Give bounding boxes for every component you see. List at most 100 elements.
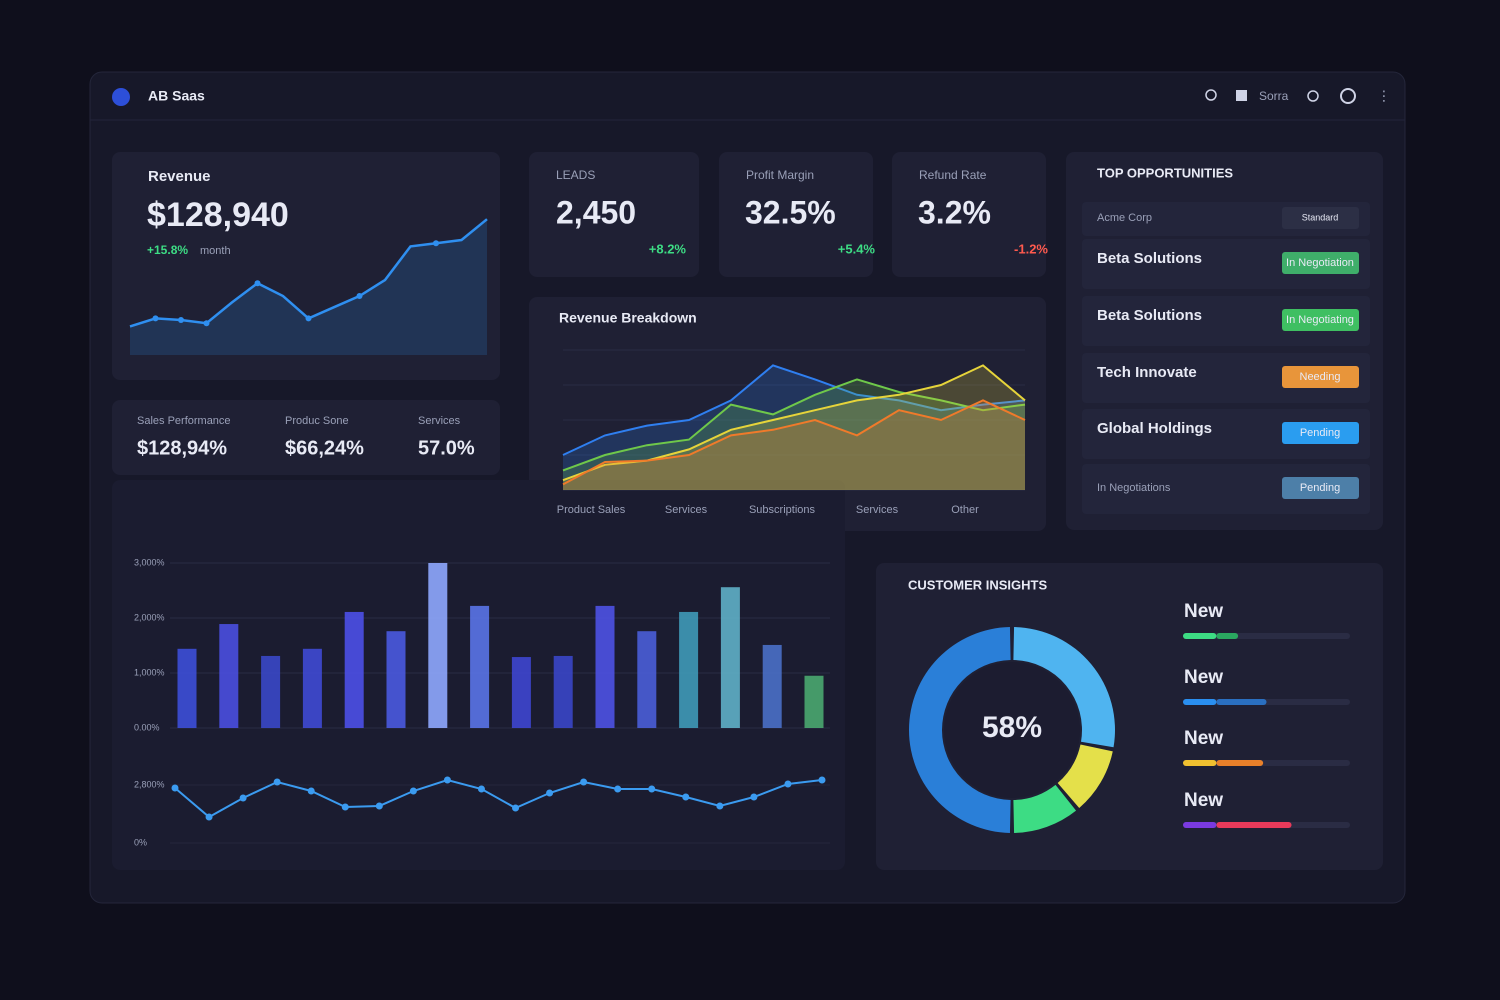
revenue-change-note: month [200, 245, 231, 257]
revenue-area [130, 219, 487, 355]
status-label: Standard [1302, 212, 1339, 222]
status-badge[interactable] [1282, 309, 1359, 331]
revenue-point [356, 293, 363, 299]
insight-label: New [1184, 667, 1223, 688]
trend-point [409, 787, 417, 795]
trend-point [716, 802, 724, 810]
bar [344, 611, 364, 728]
kpi-title: LEADS [556, 168, 595, 182]
progress-segment [1216, 699, 1267, 705]
revenue-point [305, 315, 312, 322]
menu-icon[interactable]: ⋮ [1377, 88, 1391, 104]
opportunity-name: Global Holdings [1097, 420, 1212, 437]
status-label: In Negotiation [1286, 257, 1354, 269]
x-tick-label: Services [856, 504, 899, 516]
status-label: Needing [1300, 371, 1341, 383]
sales-label: Sales Performance [137, 415, 231, 427]
opportunity-name: Beta Solutions [1097, 250, 1202, 267]
bar [804, 675, 824, 728]
bar [428, 563, 448, 728]
status-badge[interactable] [1282, 422, 1359, 444]
kpi-title: Refund Rate [919, 168, 987, 182]
kpi-title: Profit Margin [746, 168, 814, 182]
trend-point [273, 778, 281, 786]
bar [720, 587, 740, 728]
bar [261, 655, 281, 728]
kpi-card [719, 152, 873, 277]
breakdown-area [563, 365, 1025, 490]
sales-value: 57.0% [418, 437, 475, 459]
card-title: Revenue Breakdown [559, 310, 697, 326]
status-badge[interactable] [1282, 477, 1359, 499]
search-icon[interactable] [1307, 90, 1319, 102]
opportunity-name: Beta Solutions [1097, 307, 1202, 324]
kpi-card [892, 152, 1046, 277]
bar [553, 655, 573, 728]
y-tick-label: 0% [134, 837, 147, 847]
revenue-point [152, 315, 159, 322]
logo[interactable] [112, 88, 130, 106]
breakdown-line [562, 399, 1026, 486]
kpi-change: -1.2% [1014, 241, 1048, 256]
breakdown-area [563, 400, 1025, 490]
progress-segment [1216, 633, 1239, 639]
status-badge[interactable] [1282, 252, 1359, 274]
sales-label: Produc Sone [285, 415, 349, 427]
calendar-icon[interactable] [1236, 90, 1247, 101]
breakdown-line [562, 364, 1026, 456]
kpi-value: 32.5% [745, 194, 836, 230]
brand: AB Saas [148, 88, 205, 104]
sales-value: $128,94% [137, 437, 227, 459]
x-tick-label: Services [665, 504, 708, 516]
bar [302, 648, 322, 728]
y-tick-label: 0.00% [134, 722, 160, 732]
sales-label: Services [418, 415, 461, 427]
bar [470, 605, 490, 728]
user-name[interactable]: Sorra [1259, 89, 1289, 103]
progress-segment [1183, 822, 1217, 828]
kpi-change: +5.4% [838, 241, 876, 256]
status-label: Pending [1300, 482, 1340, 494]
opportunity-name: Acme Corp [1097, 212, 1152, 224]
sales-value: $66,24% [285, 437, 364, 459]
card-title: Revenue [148, 168, 211, 185]
bar [637, 631, 657, 728]
settings-icon[interactable] [1340, 88, 1356, 104]
trend-point [477, 785, 485, 793]
trend-point [205, 813, 213, 821]
status-badge[interactable] [1282, 366, 1359, 388]
donut-center [944, 662, 1080, 798]
opportunity-name: In Negotiations [1097, 482, 1171, 494]
breakdown-line [562, 378, 1026, 472]
card-title: TOP OPPORTUNITIES [1097, 165, 1233, 180]
y-tick-label: 2,800% [134, 779, 165, 789]
status-badge[interactable] [1282, 207, 1359, 229]
trend-point [171, 784, 179, 792]
trend-point [443, 776, 451, 784]
y-tick-label: 1,000% [134, 667, 165, 677]
bar [762, 644, 782, 728]
trend-point [784, 780, 792, 788]
trend-point [307, 787, 315, 795]
breakdown-area [563, 365, 1025, 490]
trend-point [750, 793, 758, 801]
trend-point [375, 802, 383, 810]
trend-point [648, 785, 656, 793]
status-label: In Negotiating [1286, 314, 1354, 326]
trend-point [682, 793, 690, 801]
progress-segment [1216, 760, 1264, 766]
opportunity-row [1082, 464, 1370, 514]
bar [386, 631, 406, 728]
user-icon[interactable] [1205, 89, 1217, 101]
kpi-value: 3.2% [918, 194, 991, 230]
revenue-change: +15.8% [147, 243, 188, 257]
y-tick-label: 3,000% [134, 557, 165, 567]
bar [511, 657, 531, 728]
x-tick-label: Product Sales [557, 504, 626, 516]
revenue-point [203, 320, 210, 327]
donut-segment [908, 627, 1011, 833]
donut-center-label: 58% [982, 711, 1042, 744]
trend-point [818, 776, 826, 784]
opportunity-name: Tech Innovate [1097, 364, 1197, 381]
